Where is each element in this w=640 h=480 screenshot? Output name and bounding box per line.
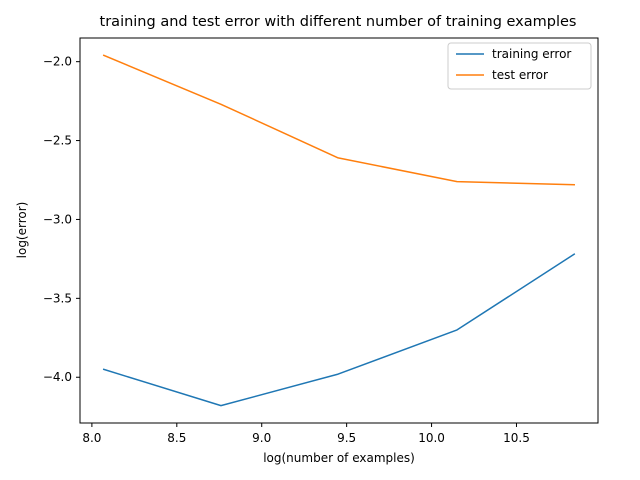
legend-label-training-error: training error: [492, 47, 571, 61]
series-line-training-error: [102, 253, 576, 407]
x-tick-label: 8.5: [167, 431, 186, 445]
y-tick-label: −2.5: [43, 134, 72, 148]
x-tick-label: 9.0: [252, 431, 271, 445]
x-tick-label: 8.0: [82, 431, 101, 445]
x-tick-label: 10.0: [418, 431, 445, 445]
y-tick-label: −4.0: [43, 370, 72, 384]
plot-area: [80, 38, 598, 423]
y-axis-label: log(error): [15, 202, 29, 259]
x-axis-label: log(number of examples): [263, 451, 415, 465]
y-tick-label: −3.5: [43, 291, 72, 305]
plot-frame: [79, 37, 599, 424]
chart-title: training and test error with different n…: [100, 14, 577, 30]
x-axis-ticks: 8.0 8.5 9.0 9.5 10.0 10.5: [82, 423, 530, 445]
y-axis-ticks: −2.0 −2.5 −3.0 −3.5 −4.0: [43, 55, 80, 384]
series-line-test-error: [102, 54, 575, 186]
lines-layer: [102, 54, 576, 407]
y-tick-label: −2.0: [43, 55, 72, 69]
x-tick-label: 10.5: [503, 431, 530, 445]
legend-label-test-error: test error: [492, 68, 548, 82]
x-tick-label: 9.5: [337, 431, 356, 445]
y-tick-label: −3.0: [43, 212, 72, 226]
legend: training error test error: [447, 42, 592, 90]
